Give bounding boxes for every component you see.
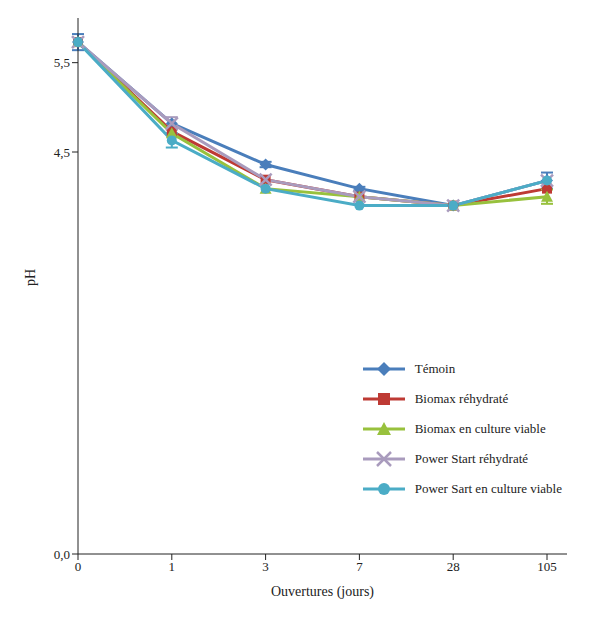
html-text:Power Start réhydraté: Power Start réhydraté	[414, 451, 529, 466]
svg-text:pH: pH	[23, 269, 38, 286]
svg-text:0,0: 0,0	[54, 547, 70, 562]
html-text:Power Sart en culture viable: Power Sart en culture viable	[414, 481, 562, 496]
html-text:Témoin: Témoin	[414, 361, 456, 376]
html-text:Biomax réhydraté: Biomax réhydraté	[414, 391, 509, 406]
svg-text:1: 1	[169, 559, 176, 574]
svg-text:Ouvertures (jours): Ouvertures (jours)	[271, 584, 374, 600]
svg-text:3: 3	[262, 559, 269, 574]
svg-text:0: 0	[75, 559, 82, 574]
svg-text:4,5: 4,5	[54, 145, 70, 160]
html-text:Biomax en culture viable: Biomax en culture viable	[414, 421, 546, 436]
svg-text:28: 28	[447, 559, 460, 574]
svg-text:7: 7	[356, 559, 363, 574]
svg-text:105: 105	[537, 559, 557, 574]
svg-text:5,5: 5,5	[54, 55, 70, 70]
